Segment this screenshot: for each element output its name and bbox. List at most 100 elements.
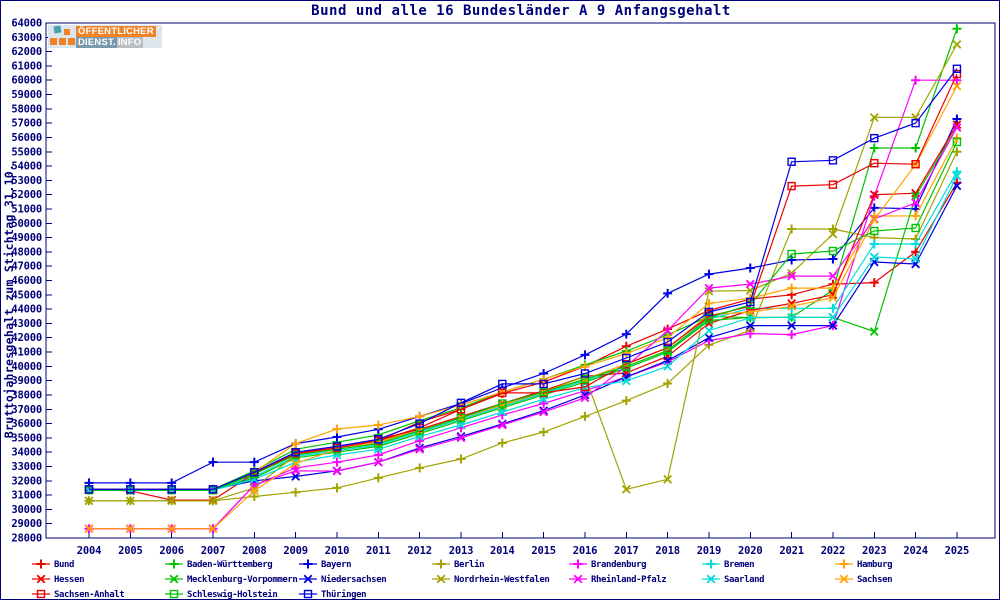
data-point (911, 211, 921, 221)
data-point (291, 466, 301, 476)
legend-item-mecklenburg-vorpommern: Mecklenburg-Vorpommern (165, 574, 298, 585)
chart-legend: Bund Baden-Württemberg Bayern Berlin Branden… (32, 559, 893, 600)
legend-marker (36, 559, 46, 569)
y-tick-label: 34000 (11, 447, 42, 459)
data-point (870, 158, 879, 168)
x-tick-label: 2007 (201, 545, 226, 557)
y-tick-label: 64000 (11, 18, 42, 30)
data-point (911, 75, 921, 85)
data-point (167, 524, 177, 534)
data-point (911, 188, 921, 198)
data-point (84, 496, 94, 506)
series-bund (84, 178, 962, 494)
data-point (415, 419, 424, 428)
data-point (869, 252, 879, 262)
logo-orange-square (50, 38, 57, 45)
legend-item-thueringen: Thüringen (299, 589, 367, 600)
data-point (208, 485, 218, 494)
data-point (456, 413, 466, 423)
data-point (250, 467, 259, 477)
data-point (870, 133, 879, 143)
x-tick-label: 2004 (77, 545, 102, 557)
data-point (84, 485, 94, 494)
data-point (249, 486, 259, 496)
legend-marker (573, 559, 583, 569)
series-line-niedersachsen (89, 185, 958, 490)
series-line-brandenburg (89, 79, 957, 530)
data-point (952, 81, 962, 91)
legend-marker (303, 574, 313, 584)
x-tick-label: 2017 (614, 545, 639, 557)
data-point (332, 483, 342, 493)
data-point (952, 120, 962, 130)
y-tick-label: 56000 (11, 132, 42, 144)
data-point (621, 396, 631, 406)
logo-line2: DIENST. INFO (76, 36, 156, 48)
data-point (332, 424, 342, 434)
data-point (869, 203, 879, 213)
data-point (869, 239, 879, 249)
series-line-berlin (89, 151, 958, 502)
series-thueringen (84, 64, 962, 494)
legend-label: Thüringen (321, 589, 366, 600)
data-point (580, 411, 590, 421)
data-point (167, 496, 177, 506)
y-tick-label: 46000 (11, 275, 42, 287)
data-point (580, 393, 590, 403)
data-point (580, 369, 590, 378)
data-point (621, 484, 631, 494)
series-line-thueringen (89, 68, 958, 490)
data-point (498, 388, 507, 398)
data-point (332, 432, 342, 442)
data-point (828, 246, 838, 256)
legend-label: Saarland (724, 575, 764, 585)
x-tick-label: 2025 (945, 545, 970, 557)
data-point (456, 454, 466, 464)
data-point (828, 271, 838, 281)
data-point (621, 329, 631, 339)
series-line-sachsen (89, 85, 958, 530)
plot-area: 28000 29000 30000 31000 32000 33000 34000 35000… (11, 18, 996, 557)
legend-marker (303, 589, 313, 599)
data-point (828, 229, 838, 239)
x-tick-label: 2008 (242, 545, 267, 557)
plot-border (45, 22, 996, 539)
y-tick-label: 47000 (11, 261, 42, 273)
data-point (828, 224, 838, 234)
x-tick-label: 2024 (903, 545, 928, 557)
y-tick-label: 55000 (11, 146, 42, 158)
data-point (497, 407, 507, 417)
series-line-sachsen-anhalt (89, 73, 958, 490)
chart-title: Bund und alle 16 Bundesländer A 9 Anfang… (311, 3, 731, 19)
y-tick-label: 58000 (11, 103, 42, 115)
data-point (456, 433, 466, 443)
data-point (787, 157, 796, 166)
legend-item-bayern: Bayern (299, 559, 352, 570)
data-point (539, 374, 549, 384)
data-point (663, 361, 673, 371)
data-point (497, 438, 507, 448)
legend-label: Schleswig-Holstein (187, 589, 277, 600)
data-point (952, 114, 962, 124)
logo-squares-icon (48, 25, 76, 48)
data-point (622, 362, 631, 371)
legend-marker (839, 559, 849, 569)
series-line-bayern (89, 118, 958, 484)
y-tick-label: 41000 (11, 347, 42, 359)
data-point (415, 444, 425, 454)
legend-item-hamburg: Hamburg (835, 559, 893, 570)
data-point (911, 118, 920, 128)
data-point (621, 348, 631, 358)
series-schleswig-holstein (84, 137, 962, 495)
data-point (745, 263, 755, 273)
y-tick-label: 63000 (11, 32, 42, 44)
data-point (663, 346, 672, 355)
data-point (374, 435, 383, 444)
data-point (291, 447, 300, 457)
y-tick-label: 59000 (11, 89, 42, 101)
data-point (911, 223, 920, 233)
data-point (745, 329, 755, 339)
y-tick-label: 38000 (11, 389, 42, 401)
logo-teal-square (53, 25, 62, 34)
